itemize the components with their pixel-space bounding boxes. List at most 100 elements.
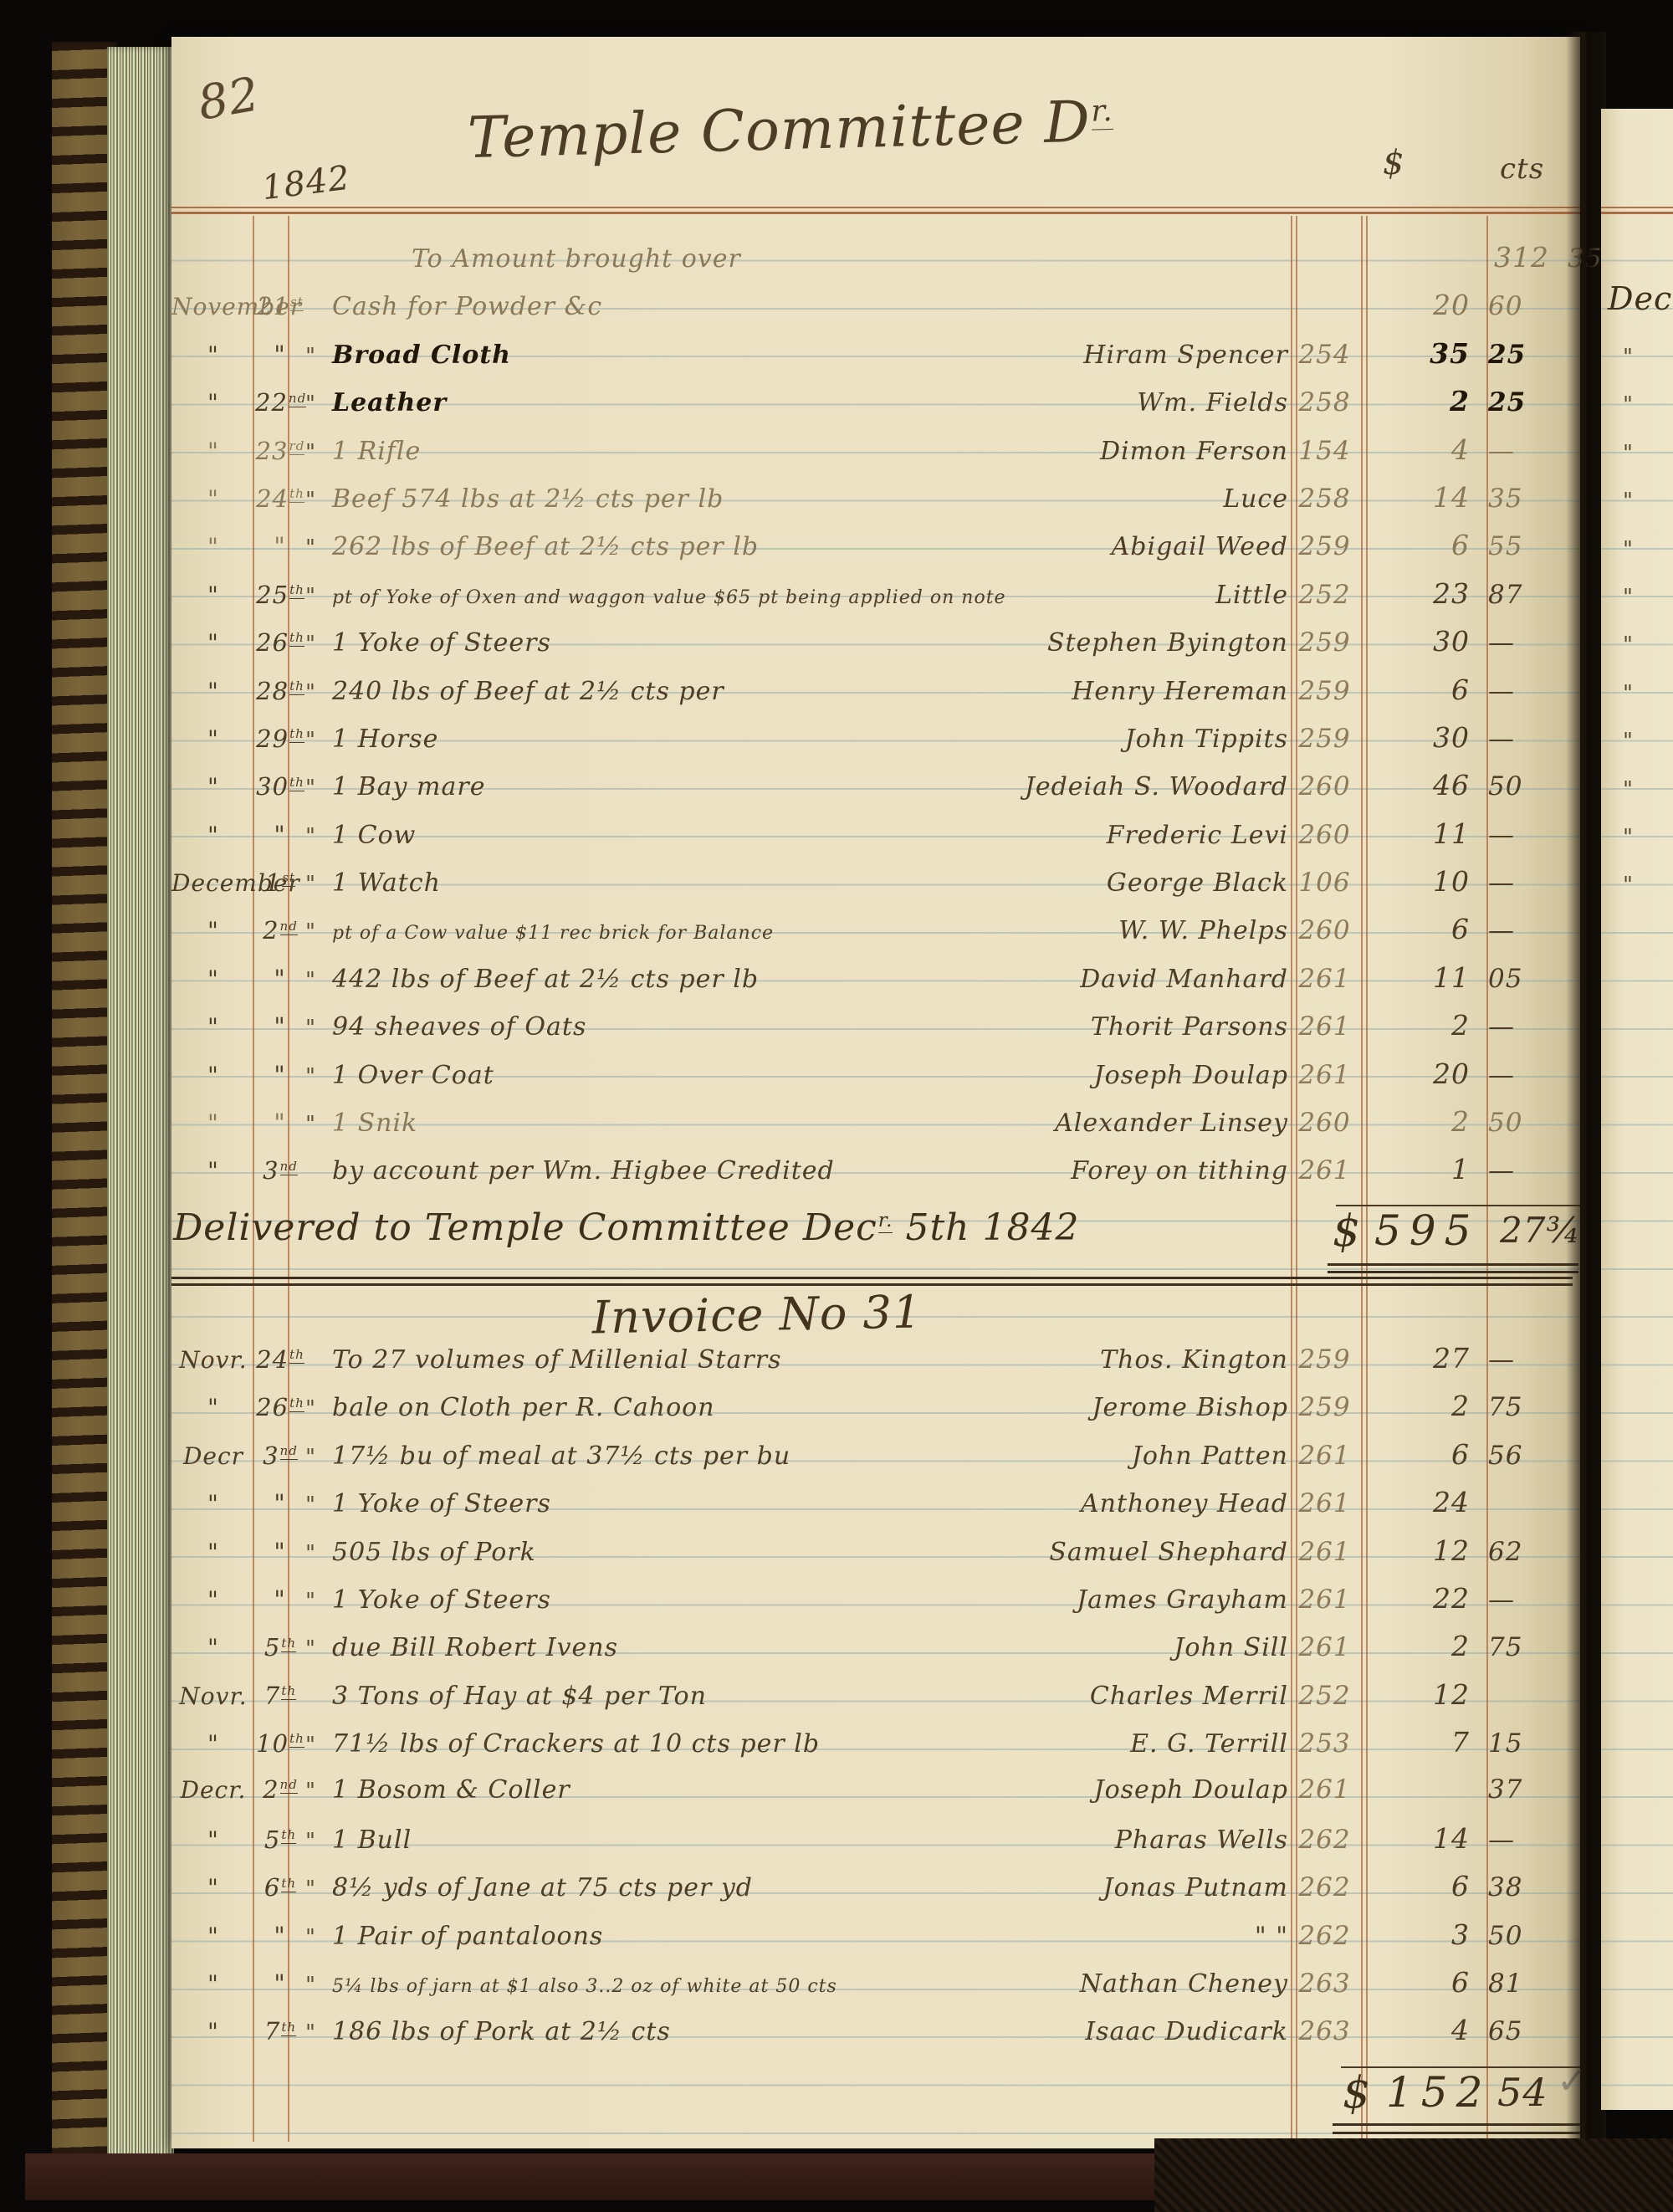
day-number: 29: [256, 724, 289, 753]
account-page-number: 260: [1298, 819, 1351, 850]
entry-description: Beef 574 lbs at 2½ cts per lb: [332, 484, 724, 514]
payee-name: Jerome Bishop: [1092, 1393, 1288, 1423]
ledger-row: " 23rd " 1 Rifle Dimon Ferson 154 4 —: [171, 433, 1580, 481]
day-number: 7: [263, 1681, 281, 1710]
entry-description: To Amount brought over: [412, 244, 741, 274]
ledger-rows: To Amount brought over 312 35¾ November …: [171, 241, 1628, 1201]
invoice-row: " " " 5¼ lbs of jarn at $1 also 3..2 oz …: [171, 1966, 1580, 2014]
account-page-number: 263: [1298, 2016, 1351, 2047]
day-number: 2: [263, 916, 279, 945]
day-cell: 10th: [255, 1729, 305, 1758]
ledger-row: " " " Broad Cloth Hiram Spencer 254 35 2…: [171, 337, 1580, 385]
day-number: ": [274, 1537, 286, 1566]
day-cell: ": [255, 1969, 305, 1998]
ledger-row: " 3nd by account per Wm. Higbee Credited…: [171, 1153, 1580, 1201]
day-cell: ": [255, 821, 305, 849]
page-title-text: Temple Committee D: [467, 89, 1092, 172]
day-cell: ": [255, 1012, 305, 1041]
month-cell: ": [207, 1490, 219, 1518]
amount-cents: —: [1488, 1584, 1515, 1615]
day-cell: [255, 244, 305, 273]
book-cover-bottom: [25, 2153, 1213, 2200]
amount-dollars: 14: [1433, 480, 1470, 514]
payee-name: David Manhard: [1080, 964, 1288, 994]
amount-cents: —: [1488, 819, 1515, 850]
ledger-row: " 24th " Beef 574 lbs at 2½ cts per lb L…: [171, 481, 1580, 529]
month-cell: ": [207, 1634, 219, 1662]
entry-description: 17½ bu of meal at 37½ cts per bu: [332, 1441, 791, 1471]
day-ordinal: nd: [279, 1158, 298, 1175]
account-page-number: 261: [1298, 1584, 1351, 1615]
day-number: 23: [255, 436, 289, 465]
amount-cents: 65: [1488, 2016, 1523, 2047]
account-page-number: 106: [1298, 868, 1351, 899]
entry-description: Cash for Powder &c: [332, 292, 603, 322]
day-cell: ": [255, 1538, 305, 1566]
entry-description: 5¼ lbs of jarn at $1 also 3..2 oz of whi…: [332, 1976, 837, 1998]
total-currency: $: [1343, 2068, 1372, 2118]
month-cell: Novr.: [179, 1346, 248, 1374]
amount-dollars: 22: [1433, 1581, 1470, 1615]
ditto-mark: ": [305, 1540, 316, 1566]
month-cell: ": [207, 1970, 219, 1999]
month-cell: ": [207, 1730, 219, 1759]
ditto-mark: ": [305, 1733, 316, 1759]
amount-dollars: 23: [1433, 576, 1470, 610]
day-number: ": [274, 1489, 286, 1518]
ditto-mark: ": [305, 439, 316, 465]
amount-dollars: 12: [1433, 1534, 1470, 1567]
day-cell: 26th: [255, 1393, 305, 1421]
payee-name: Joseph Doulap: [1093, 1774, 1288, 1805]
month-cell: November: [171, 293, 303, 321]
day-cell: 22nd: [255, 388, 307, 417]
column-rule: [288, 216, 289, 2142]
invoice-row: Decr 3nd " 17½ bu of meal at 37½ cts per…: [171, 1438, 1580, 1486]
entry-description: 1 Snik: [332, 1109, 418, 1139]
day-ordinal: nd: [279, 918, 298, 935]
day-ordinal: th: [281, 1683, 297, 1701]
day-number: 7: [263, 2017, 281, 2046]
ledger-row: " 30th " 1 Bay mare Jedeiah S. Woodard 2…: [171, 769, 1580, 817]
day-number: 28: [256, 676, 289, 705]
amount-cents: 05: [1488, 963, 1523, 994]
amount-dollars: 3: [1451, 1918, 1470, 1951]
ditto-mark: ": [1623, 824, 1633, 850]
day-number: 3: [263, 1156, 279, 1185]
payee-name: Stephen Byington: [1046, 628, 1288, 658]
month-cell: ": [207, 1157, 219, 1185]
amount-cents: 75: [1488, 1392, 1523, 1423]
account-page-number: 260: [1298, 1108, 1351, 1139]
amount-dollars: 27: [1433, 1342, 1470, 1375]
account-page-number: 262: [1298, 1824, 1351, 1855]
entry-description: 1 Bay mare: [332, 772, 486, 802]
invoice-row: Novr. 7th 3 Tons of Hay at $4 per Ton Ch…: [171, 1678, 1580, 1726]
month-cell: ": [207, 1538, 219, 1566]
invoice-row: Novr. 24th To 27 volumes of Millenial St…: [171, 1342, 1580, 1390]
ledger-row: " " " 1 Snik Alexander Linsey 260 2 50: [171, 1105, 1580, 1153]
facing-ditto-column: " " " " " " " " " " " ": [1601, 345, 1633, 921]
ditto-mark: ": [305, 392, 316, 417]
amount-dollars: 20: [1433, 289, 1470, 322]
entry-description: by account per Wm. Higbee Credited: [332, 1156, 835, 1186]
ditto-mark: ": [1623, 440, 1633, 466]
invoice-row: " 5th " due Bill Robert Ivens John Sill …: [171, 1630, 1580, 1677]
delivered-text: Delivered to Temple Committee Dec: [173, 1206, 877, 1249]
day-number: ": [274, 1585, 286, 1614]
day-ordinal: nd: [279, 1443, 298, 1461]
entry-description: 1 Over Coat: [332, 1060, 494, 1090]
payee-name: Charles Merril: [1089, 1681, 1288, 1711]
month-cell: ": [207, 773, 219, 801]
day-cell: 3nd: [255, 1156, 305, 1185]
entry-description: 1 Yoke of Steers: [332, 628, 551, 658]
invoice-rows: Novr. 24th To 27 volumes of Millenial St…: [171, 1342, 1580, 2062]
month-cell: ": [207, 1394, 219, 1422]
amount-cents: 50: [1488, 771, 1523, 802]
column-rule: [253, 216, 254, 2142]
payee-name: Alexander Linsey: [1055, 1109, 1288, 1139]
amount-cents: —: [1488, 1155, 1515, 1186]
month-cell: ": [207, 1013, 219, 1042]
day-number: 26: [256, 628, 289, 658]
account-page-number: 262: [1298, 1920, 1351, 1951]
account-page-number: 259: [1298, 675, 1351, 706]
amount-dollars: 2: [1451, 1105, 1470, 1139]
